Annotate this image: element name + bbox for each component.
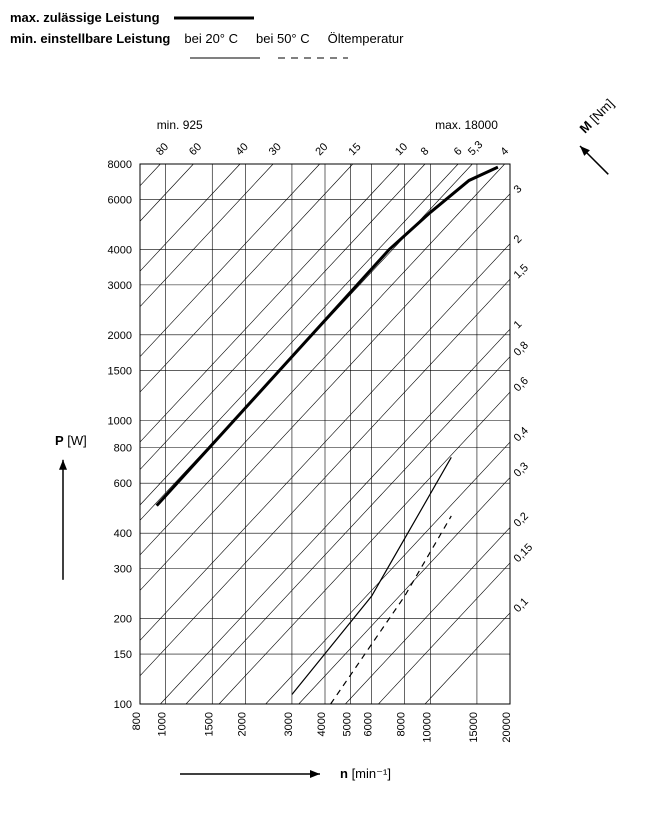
legend-min: min. einstellbare Leistung bei 20° C bei… xyxy=(10,31,640,46)
svg-text:15000: 15000 xyxy=(468,712,480,743)
svg-text:1,5: 1,5 xyxy=(512,262,531,281)
svg-text:4: 4 xyxy=(498,145,511,158)
svg-text:0,15: 0,15 xyxy=(512,541,536,565)
svg-text:800: 800 xyxy=(114,443,132,455)
legend-t50-label: bei 50° C xyxy=(256,31,310,46)
svg-text:5,3: 5,3 xyxy=(466,139,485,158)
svg-text:200: 200 xyxy=(114,614,132,626)
svg-text:max. 18000: max. 18000 xyxy=(435,118,498,132)
svg-text:1: 1 xyxy=(512,318,525,331)
svg-text:150: 150 xyxy=(114,649,132,661)
svg-text:n [min⁻¹]: n [min⁻¹] xyxy=(340,766,391,781)
svg-text:20000: 20000 xyxy=(501,712,513,743)
svg-text:0,3: 0,3 xyxy=(512,460,531,479)
svg-text:0,1: 0,1 xyxy=(512,596,531,615)
svg-text:15: 15 xyxy=(346,141,363,158)
svg-text:10: 10 xyxy=(393,141,410,158)
power-chart: 8001000150020003000400050006000800010000… xyxy=(10,94,640,824)
svg-text:M [Nm]: M [Nm] xyxy=(577,96,617,136)
svg-text:100: 100 xyxy=(114,699,132,711)
svg-text:1500: 1500 xyxy=(108,365,132,377)
svg-text:1000: 1000 xyxy=(108,415,132,427)
svg-text:60: 60 xyxy=(187,141,204,158)
svg-text:P [W]: P [W] xyxy=(55,433,87,448)
svg-text:5000: 5000 xyxy=(342,712,354,736)
svg-text:8000: 8000 xyxy=(108,159,132,171)
legend-min-label: min. einstellbare Leistung xyxy=(10,31,170,46)
legend: max. zulässige Leistung min. einstellbar… xyxy=(10,10,640,64)
svg-text:4000: 4000 xyxy=(108,244,132,256)
svg-text:0,6: 0,6 xyxy=(512,375,531,394)
svg-text:10000: 10000 xyxy=(421,712,433,743)
legend-max-label: max. zulässige Leistung xyxy=(10,10,160,25)
svg-text:300: 300 xyxy=(114,564,132,576)
svg-text:1000: 1000 xyxy=(157,712,169,736)
svg-text:400: 400 xyxy=(114,528,132,540)
svg-text:20: 20 xyxy=(313,141,330,158)
svg-text:6: 6 xyxy=(452,145,465,158)
svg-text:2: 2 xyxy=(512,233,525,246)
legend-max: max. zulässige Leistung xyxy=(10,10,640,25)
svg-text:600: 600 xyxy=(114,478,132,490)
svg-text:0,4: 0,4 xyxy=(512,425,531,444)
svg-text:2000: 2000 xyxy=(236,712,248,736)
svg-text:min. 925: min. 925 xyxy=(157,118,203,132)
svg-text:3000: 3000 xyxy=(283,712,295,736)
svg-text:4000: 4000 xyxy=(316,712,328,736)
legend-oeltemp-label: Öltemperatur xyxy=(328,31,404,46)
svg-text:3000: 3000 xyxy=(108,280,132,292)
svg-text:3: 3 xyxy=(512,183,525,196)
svg-text:8000: 8000 xyxy=(396,712,408,736)
svg-text:80: 80 xyxy=(154,141,171,158)
legend-t20-label: bei 20° C xyxy=(184,31,238,46)
svg-text:2000: 2000 xyxy=(108,330,132,342)
svg-text:6000: 6000 xyxy=(363,712,375,736)
legend-min-lines xyxy=(10,52,640,64)
svg-text:6000: 6000 xyxy=(108,194,132,206)
svg-text:1500: 1500 xyxy=(203,712,215,736)
svg-text:800: 800 xyxy=(131,712,143,730)
svg-text:0,2: 0,2 xyxy=(512,510,531,529)
svg-text:40: 40 xyxy=(234,141,251,158)
svg-text:30: 30 xyxy=(267,141,284,158)
svg-text:8: 8 xyxy=(419,145,432,158)
svg-text:0,8: 0,8 xyxy=(512,339,531,358)
